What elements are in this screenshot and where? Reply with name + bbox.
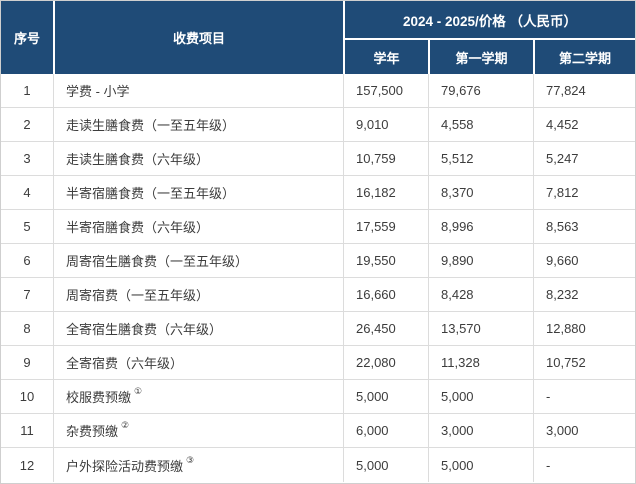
fee-table-header: 序号 收费项目 2024 - 2025/价格 （人民币） 学年 第一学期 第二学… [1, 1, 635, 74]
row-semester2-amount: 12,880 [546, 321, 586, 336]
table-row: 12 户外探险活动费预缴 ③ 5,000 5,000 - [1, 448, 635, 482]
row-year-amount: 157,500 [344, 74, 429, 107]
row-semester1-amount: 8,370 [429, 176, 534, 209]
row-year-amount: 9,010 [344, 108, 429, 141]
row-year-amount: 16,182 [344, 176, 429, 209]
header-col-year: 学年 [345, 40, 428, 74]
row-year-amount: 22,080 [344, 346, 429, 379]
row-fee-item: 周寄宿费（一至五年级） [54, 278, 344, 311]
row-footnote-mark: ① [134, 386, 143, 396]
row-fee-item-text: 走读生膳食费（一至五年级） [66, 118, 236, 133]
row-semester1-amount: 4,558 [429, 108, 534, 141]
row-index: 11 [1, 414, 54, 447]
row-year-amount: 5,000 [344, 448, 429, 482]
header-col-item: 收费项目 [55, 1, 343, 74]
table-row: 9 全寄宿费（六年级） 22,080 11,328 10,752 [1, 346, 635, 380]
row-fee-item-text: 户外探险活动费预缴 [66, 458, 184, 474]
table-row: 2 走读生膳食费（一至五年级） 9,010 4,558 4,452 [1, 108, 635, 142]
row-year-amount: 17,559 [344, 210, 429, 243]
row-semester2-amount: 77,824 [546, 83, 586, 98]
table-row: 8 全寄宿生膳食费（六年级） 26,450 13,570 12,880 [1, 312, 635, 346]
row-semester2-amount: 9,660 [546, 253, 579, 268]
row-semester2-amount: 4,452 [546, 117, 579, 132]
row-footnote-mark: ② [121, 420, 130, 430]
row-index: 5 [1, 210, 54, 243]
row-fee-item: 全寄宿费（六年级） [54, 346, 344, 379]
row-year-amount: 10,759 [344, 142, 429, 175]
table-row: 6 周寄宿生膳食费（一至五年级） 19,550 9,890 9,660 [1, 244, 635, 278]
row-fee-item-text: 半寄宿膳食费（六年级） [66, 220, 210, 235]
row-index: 2 [1, 108, 54, 141]
row-index: 9 [1, 346, 54, 379]
row-footnote-mark: ③ [186, 454, 195, 465]
fee-table-body: 1 学费 - 小学 157,500 79,676 77,824 2 走读生膳食费… [1, 74, 635, 482]
row-fee-item: 杂费预缴 ② [54, 414, 344, 447]
table-row: 4 半寄宿膳食费（一至五年级） 16,182 8,370 7,812 [1, 176, 635, 210]
table-row: 7 周寄宿费（一至五年级） 16,660 8,428 8,232 [1, 278, 635, 312]
row-semester1-amount: 8,428 [429, 278, 534, 311]
row-year-amount: 19,550 [344, 244, 429, 277]
row-year-amount: 5,000 [344, 380, 429, 413]
table-row: 1 学费 - 小学 157,500 79,676 77,824 [1, 74, 635, 108]
row-semester2-amount: - [546, 457, 551, 473]
row-semester1-amount: 13,570 [429, 312, 534, 345]
header-col-semester1: 第一学期 [430, 40, 533, 74]
row-fee-item-text: 周寄宿生膳食费（一至五年级） [66, 254, 249, 269]
header-col-price-group: 2024 - 2025/价格 （人民币） [345, 1, 635, 38]
row-semester2-amount: 8,232 [546, 287, 579, 302]
row-fee-item: 户外探险活动费预缴 ③ [54, 448, 344, 482]
row-index: 3 [1, 142, 54, 175]
row-fee-item-text: 走读生膳食费（六年级） [66, 152, 210, 167]
row-index: 7 [1, 278, 54, 311]
row-year-amount: 6,000 [344, 414, 429, 447]
table-row: 3 走读生膳食费（六年级） 10,759 5,512 5,247 [1, 142, 635, 176]
table-row: 11 杂费预缴 ② 6,000 3,000 3,000 [1, 414, 635, 448]
row-fee-item: 走读生膳食费（六年级） [54, 142, 344, 175]
table-row: 5 半寄宿膳食费（六年级） 17,559 8,996 8,563 [1, 210, 635, 244]
row-fee-item: 全寄宿生膳食费（六年级） [54, 312, 344, 345]
row-fee-item: 半寄宿膳食费（六年级） [54, 210, 344, 243]
row-fee-item-text: 杂费预缴 [66, 424, 119, 439]
row-semester1-amount: 5,512 [429, 142, 534, 175]
row-semester2-amount: 8,563 [546, 219, 579, 234]
row-fee-item: 周寄宿生膳食费（一至五年级） [54, 244, 344, 277]
header-col-index: 序号 [1, 1, 53, 74]
row-semester1-amount: 8,996 [429, 210, 534, 243]
row-semester1-amount: 9,890 [429, 244, 534, 277]
header-col-semester2: 第二学期 [535, 40, 635, 74]
row-index: 1 [1, 74, 54, 107]
row-fee-item-text: 半寄宿膳食费（一至五年级） [66, 186, 236, 201]
row-semester1-amount: 3,000 [429, 414, 534, 447]
row-fee-item-text: 全寄宿生膳食费（六年级） [66, 322, 223, 337]
row-fee-item-text: 周寄宿费（一至五年级） [66, 288, 210, 303]
row-semester1-amount: 5,000 [429, 448, 534, 482]
row-semester2-amount: 10,752 [546, 355, 586, 370]
row-semester2-amount: 5,247 [546, 151, 579, 166]
row-fee-item: 校服费预缴 ① [54, 380, 344, 413]
row-year-amount: 26,450 [344, 312, 429, 345]
row-semester2-amount: - [546, 389, 551, 404]
row-index: 12 [1, 448, 54, 482]
row-fee-item: 走读生膳食费（一至五年级） [54, 108, 344, 141]
row-year-amount: 16,660 [344, 278, 429, 311]
row-index: 6 [1, 244, 54, 277]
row-semester1-amount: 5,000 [429, 380, 534, 413]
row-semester1-amount: 79,676 [429, 74, 534, 107]
row-index: 4 [1, 176, 54, 209]
row-semester1-amount: 11,328 [429, 346, 534, 379]
row-index: 10 [1, 380, 54, 413]
row-fee-item: 学费 - 小学 [54, 74, 344, 107]
row-fee-item-text: 校服费预缴 [66, 390, 132, 405]
row-fee-item: 半寄宿膳食费（一至五年级） [54, 176, 344, 209]
row-index: 8 [1, 312, 54, 345]
row-semester2-amount: 7,812 [546, 185, 579, 200]
row-fee-item-text: 学费 - 小学 [66, 84, 130, 99]
table-row: 10 校服费预缴 ① 5,000 5,000 - [1, 380, 635, 414]
row-semester2-amount: 3,000 [546, 423, 579, 438]
row-fee-item-text: 全寄宿费（六年级） [66, 356, 184, 371]
